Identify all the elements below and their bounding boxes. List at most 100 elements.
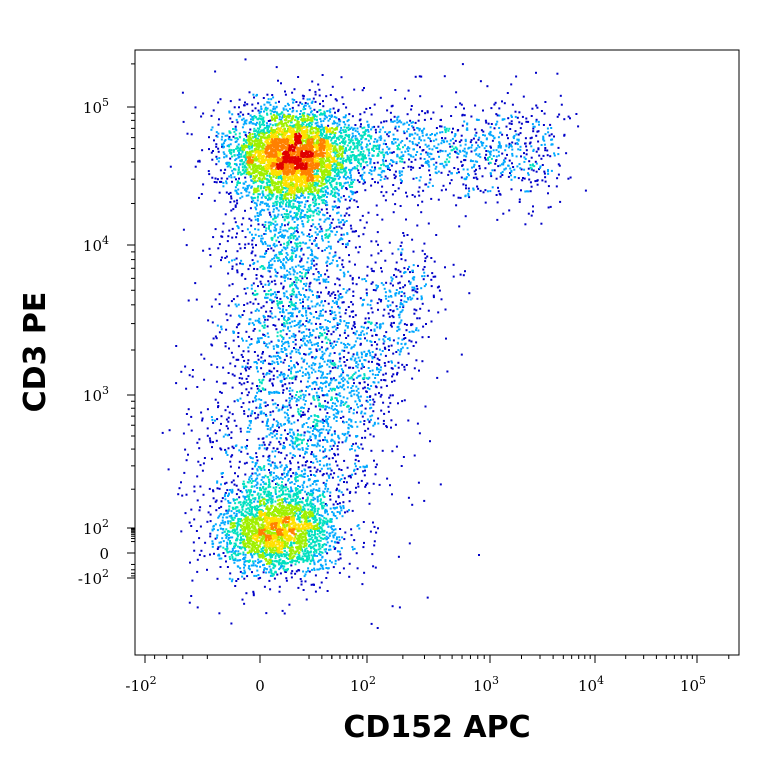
event-dot bbox=[366, 418, 369, 421]
event-dot bbox=[323, 548, 326, 551]
event-dot bbox=[542, 154, 545, 157]
event-dot bbox=[206, 434, 209, 437]
event-dot bbox=[382, 163, 385, 166]
event-dot bbox=[326, 418, 329, 420]
event-dot bbox=[363, 226, 366, 229]
event-dot bbox=[217, 247, 220, 250]
event-dot bbox=[390, 360, 393, 363]
event-dot bbox=[455, 204, 458, 207]
event-dot bbox=[276, 358, 279, 361]
event-dot bbox=[317, 271, 320, 273]
event-dot bbox=[361, 362, 364, 365]
event-dot bbox=[272, 403, 275, 406]
event-dot bbox=[311, 483, 314, 485]
event-dot bbox=[224, 521, 227, 524]
event-dot bbox=[479, 80, 482, 83]
event-dot bbox=[329, 352, 332, 355]
event-dot bbox=[318, 429, 321, 432]
event-dot bbox=[369, 354, 372, 357]
event-dot bbox=[338, 490, 341, 493]
event-dot bbox=[353, 166, 356, 169]
event-dot bbox=[465, 128, 468, 131]
event-dot bbox=[419, 157, 422, 160]
event-dot bbox=[460, 176, 463, 179]
event-dot bbox=[344, 312, 347, 315]
event-dot bbox=[263, 233, 266, 235]
event-dot bbox=[384, 347, 387, 350]
event-dot bbox=[298, 326, 301, 329]
event-dot bbox=[325, 201, 328, 204]
event-dot bbox=[354, 357, 357, 360]
event-dot bbox=[474, 134, 477, 137]
event-dot bbox=[318, 366, 320, 369]
event-dot bbox=[263, 412, 265, 415]
event-dot bbox=[242, 217, 245, 220]
event-dot bbox=[268, 379, 271, 382]
event-dot bbox=[365, 332, 368, 335]
event-dot bbox=[512, 166, 515, 168]
event-dot bbox=[332, 255, 335, 258]
event-dot bbox=[277, 351, 280, 354]
event-dot bbox=[401, 309, 404, 312]
event-dot bbox=[341, 259, 344, 262]
event-dot bbox=[397, 147, 400, 149]
event-dot bbox=[291, 106, 294, 109]
event-dot bbox=[259, 403, 262, 406]
event-dot bbox=[260, 410, 263, 413]
event-dot bbox=[322, 394, 325, 397]
event-dot bbox=[475, 118, 478, 121]
event-dot bbox=[253, 328, 256, 330]
event-dot bbox=[355, 365, 358, 368]
event-dot bbox=[249, 301, 252, 304]
event-dot bbox=[316, 429, 319, 432]
event-dot bbox=[489, 153, 492, 156]
event-dot bbox=[331, 85, 334, 88]
event-dot bbox=[488, 156, 491, 158]
event-dot bbox=[282, 361, 285, 364]
event-dot bbox=[337, 110, 340, 113]
event-dot bbox=[343, 459, 346, 462]
event-dot bbox=[350, 190, 353, 193]
event-dot bbox=[454, 139, 457, 142]
event-dot bbox=[339, 269, 342, 271]
event-dot bbox=[319, 118, 322, 120]
event-dot bbox=[256, 459, 259, 462]
event-dot bbox=[340, 364, 342, 367]
event-dot bbox=[531, 164, 534, 167]
event-dot bbox=[228, 433, 231, 436]
event-dot bbox=[336, 322, 339, 325]
event-dot bbox=[345, 243, 347, 246]
event-dot bbox=[324, 385, 327, 388]
event-dot bbox=[329, 473, 332, 476]
event-dot bbox=[373, 540, 376, 543]
event-dot bbox=[285, 252, 288, 254]
event-dot bbox=[252, 400, 254, 403]
event-dot bbox=[310, 322, 313, 325]
event-dot bbox=[248, 401, 251, 404]
event-dot bbox=[167, 468, 170, 471]
event-dot bbox=[331, 230, 334, 233]
event-dot bbox=[353, 539, 356, 542]
event-dot bbox=[369, 142, 371, 145]
event-dot bbox=[231, 549, 234, 552]
event-dot bbox=[263, 321, 266, 324]
event-dot bbox=[272, 476, 275, 479]
event-dot bbox=[243, 561, 246, 563]
event-dot bbox=[309, 470, 312, 473]
event-dot bbox=[275, 351, 278, 354]
event-dot bbox=[277, 451, 280, 454]
event-dot bbox=[308, 113, 311, 116]
event-dot bbox=[569, 176, 572, 179]
event-dot bbox=[347, 306, 350, 308]
event-dot bbox=[294, 338, 297, 341]
event-dot bbox=[425, 323, 427, 325]
event-dot bbox=[265, 415, 268, 417]
event-dot bbox=[370, 137, 372, 140]
event-dot bbox=[335, 538, 338, 541]
event-dot bbox=[255, 208, 258, 211]
event-dot bbox=[321, 235, 323, 238]
event-dot bbox=[228, 261, 231, 264]
event-dot bbox=[344, 123, 347, 126]
event-dot bbox=[239, 316, 242, 319]
event-dot bbox=[221, 531, 224, 534]
